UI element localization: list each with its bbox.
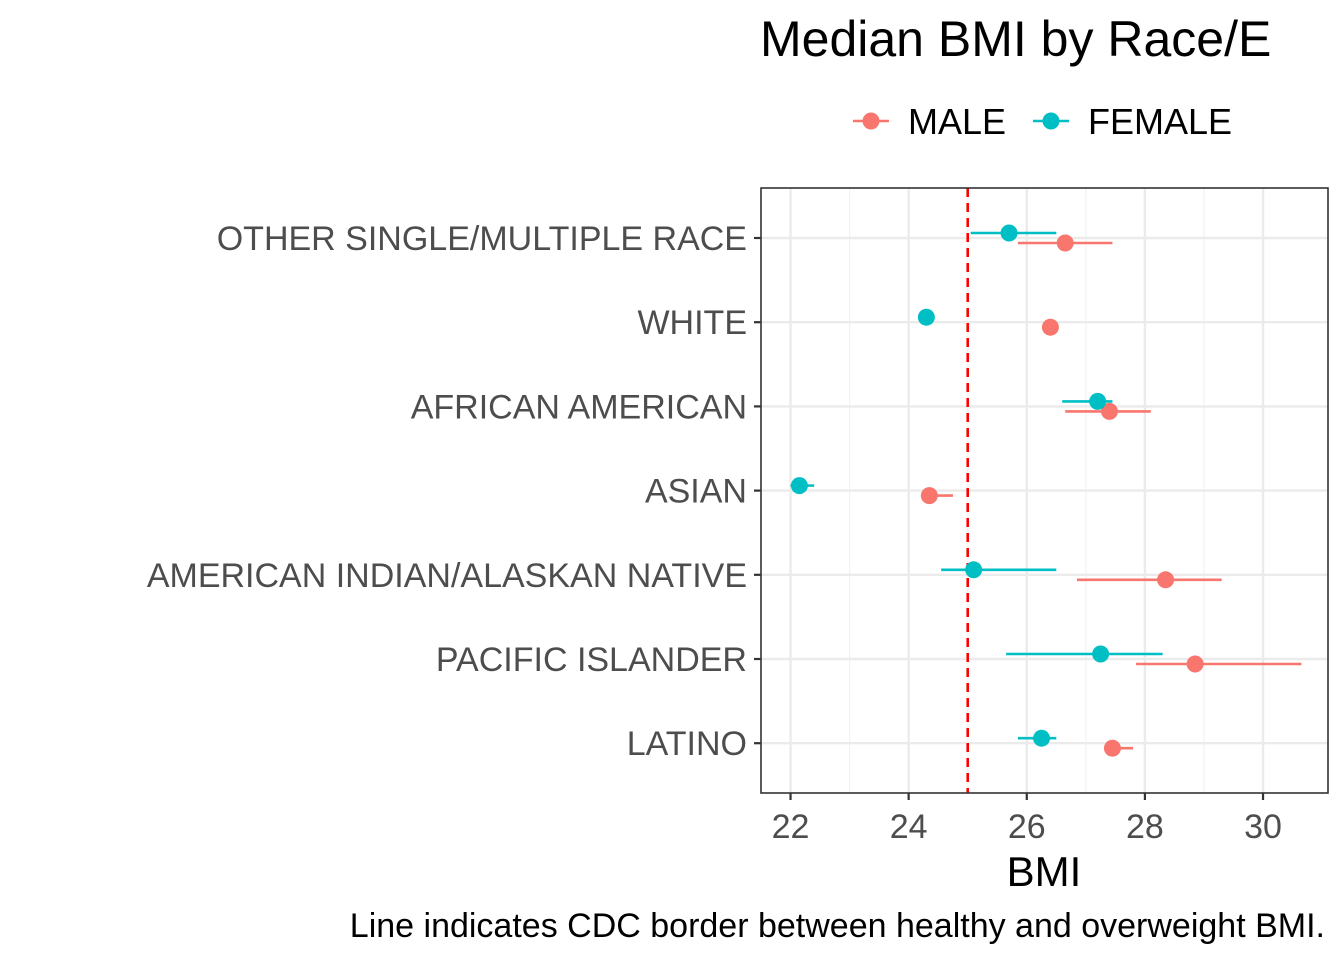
- x-tick-label: 26: [1008, 808, 1046, 846]
- legend-label: MALE: [908, 101, 1006, 142]
- point-female: [917, 308, 935, 326]
- category-label: LATINO: [627, 725, 747, 763]
- category-label: WHITE: [637, 304, 747, 342]
- point-female: [965, 561, 983, 579]
- point-male: [1056, 234, 1074, 252]
- point-female: [1092, 645, 1110, 663]
- legend: MALE FEMALE: [853, 101, 1232, 142]
- point-female: [1000, 224, 1018, 242]
- legend-item-female: FEMALE: [1033, 101, 1232, 142]
- category-label: PACIFIC ISLANDER: [436, 641, 747, 679]
- point-male: [920, 487, 938, 505]
- chart-caption: Line indicates CDC border between health…: [350, 907, 1325, 945]
- point-female: [790, 477, 808, 495]
- legend-key-point: [1042, 112, 1060, 130]
- point-male: [1041, 318, 1059, 336]
- x-tick-label: 24: [890, 808, 928, 846]
- point-male: [1186, 655, 1204, 673]
- legend-item-male: MALE: [853, 101, 1006, 142]
- point-female: [1033, 729, 1051, 747]
- point-male: [1103, 739, 1121, 757]
- legend-label: FEMALE: [1088, 101, 1232, 142]
- category-label: OTHER SINGLE/MULTIPLE RACE: [217, 220, 747, 258]
- plot-area: OTHER SINGLE/MULTIPLE RACE WHITE AFRICAN A…: [147, 187, 1329, 846]
- category-label: ASIAN: [645, 473, 747, 511]
- x-axis-title: BMI: [1007, 848, 1082, 895]
- category-label: AMERICAN INDIAN/ALASKAN NATIVE: [147, 557, 747, 595]
- chart-title: Median BMI by Race/E: [760, 11, 1271, 67]
- x-tick-label: 30: [1244, 808, 1282, 846]
- point-male: [1100, 402, 1118, 420]
- x-tick-label: 22: [772, 808, 810, 846]
- x-tick-label: 28: [1126, 808, 1164, 846]
- point-female: [1089, 392, 1107, 410]
- point-male: [1157, 571, 1175, 589]
- category-label: AFRICAN AMERICAN: [411, 388, 747, 426]
- legend-key-point: [862, 112, 880, 130]
